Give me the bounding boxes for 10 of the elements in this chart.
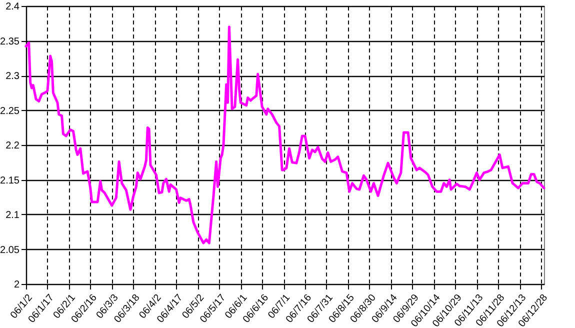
- y-tick-label: 2.4: [6, 2, 20, 12]
- y-tick-label: 2.1: [6, 210, 20, 221]
- y-tick-label: 2.05: [0, 244, 20, 256]
- y-tick-label: 2.35: [0, 36, 20, 48]
- line-series: [24, 26, 546, 244]
- y-tick-label: 2.25: [0, 106, 20, 117]
- y-tick-label: 2.3: [6, 71, 20, 82]
- y-tick-label: 2.15: [0, 175, 20, 186]
- y-tick-label: 2: [14, 280, 20, 290]
- y-tick-label: 2.2: [6, 140, 20, 152]
